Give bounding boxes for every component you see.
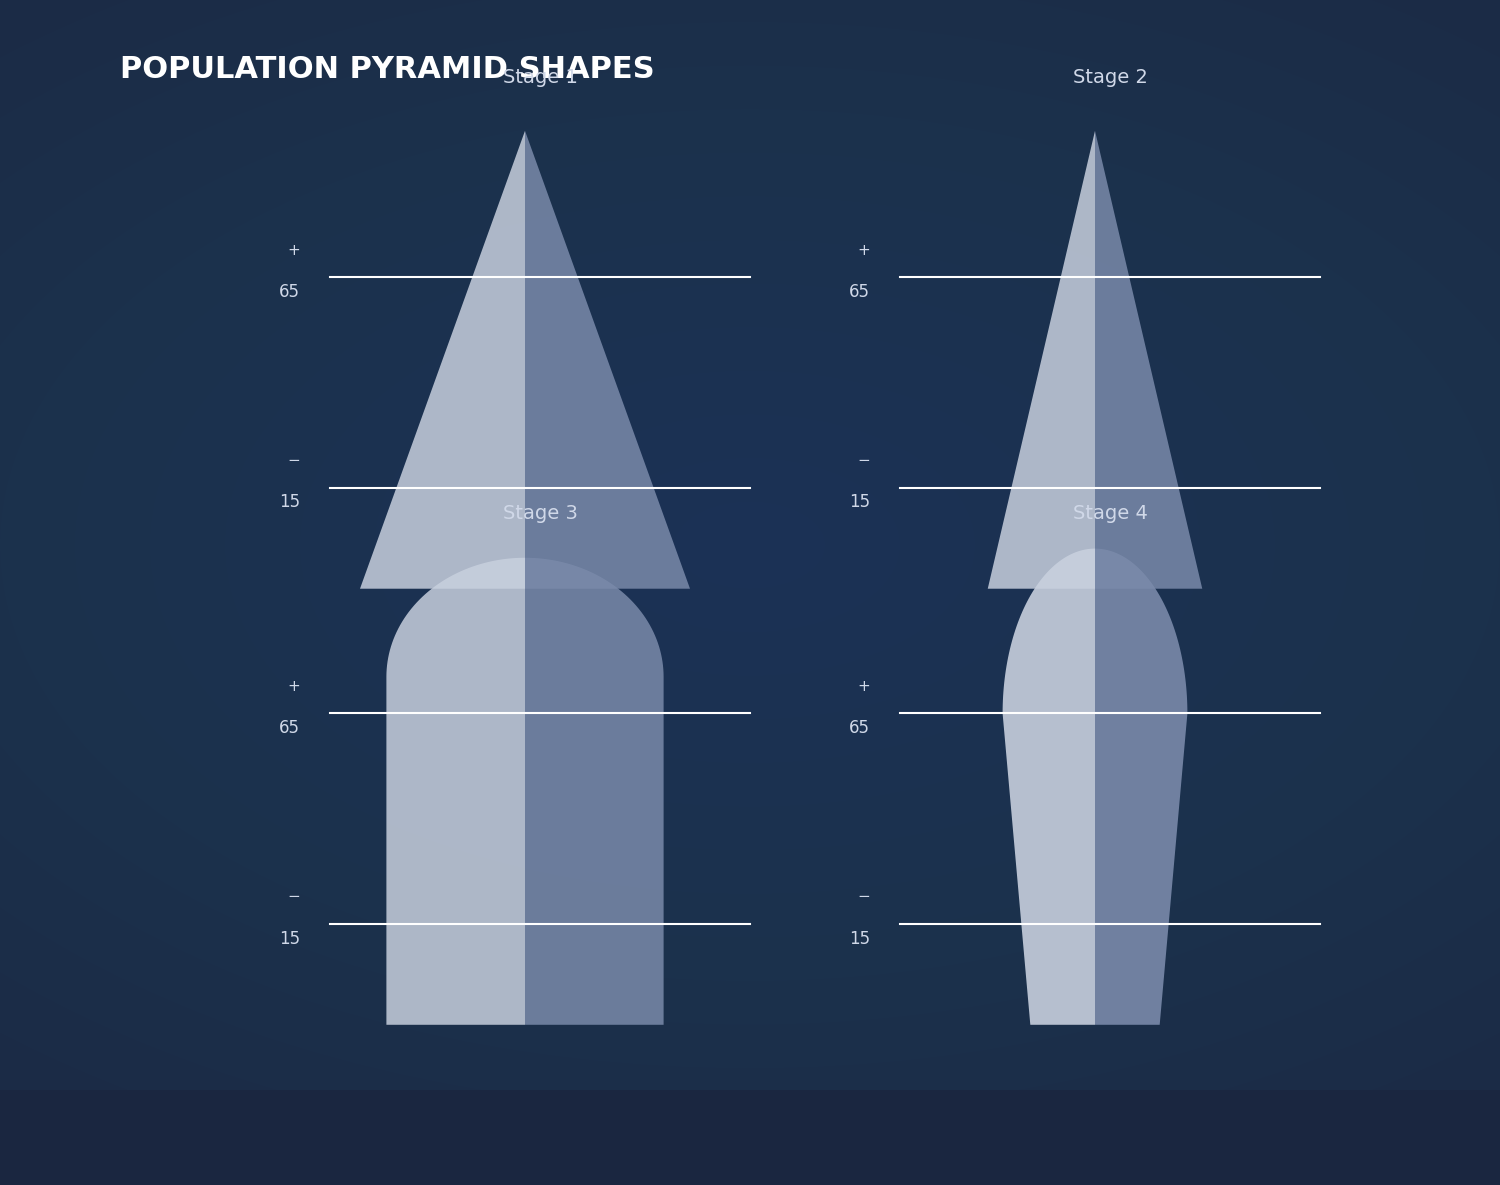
Text: POPULATION PYRAMID SHAPES: POPULATION PYRAMID SHAPES	[120, 55, 654, 83]
Text: −: −	[856, 453, 870, 468]
Text: 65: 65	[849, 719, 870, 737]
Text: −: −	[288, 453, 300, 468]
Text: Stage 1: Stage 1	[503, 69, 578, 88]
Text: +: +	[288, 243, 300, 257]
Text: 65: 65	[279, 719, 300, 737]
Text: 65: 65	[849, 283, 870, 301]
Polygon shape	[525, 130, 690, 589]
Text: 15: 15	[279, 493, 300, 512]
Text: 15: 15	[849, 493, 870, 512]
Text: 65: 65	[279, 283, 300, 301]
Text: 15: 15	[849, 929, 870, 948]
Polygon shape	[987, 130, 1095, 589]
Polygon shape	[525, 558, 663, 1025]
Polygon shape	[1095, 130, 1203, 589]
Text: −: −	[288, 889, 300, 904]
Text: 15: 15	[279, 929, 300, 948]
Polygon shape	[387, 558, 525, 1025]
Text: Stage 4: Stage 4	[1072, 505, 1148, 524]
Text: +: +	[856, 243, 870, 257]
Text: Stage 3: Stage 3	[503, 505, 578, 524]
Text: +: +	[856, 679, 870, 693]
Polygon shape	[360, 130, 525, 589]
Text: −: −	[856, 889, 870, 904]
Text: Stage 2: Stage 2	[1072, 69, 1148, 88]
Polygon shape	[1002, 549, 1095, 1025]
Text: +: +	[288, 679, 300, 693]
Polygon shape	[1095, 549, 1188, 1025]
